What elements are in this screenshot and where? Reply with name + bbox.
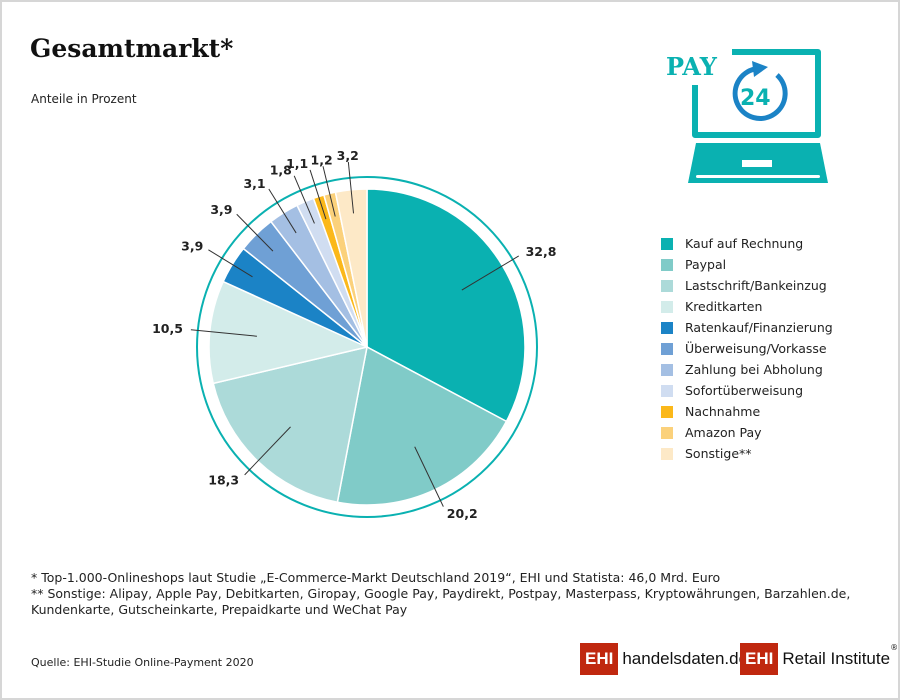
- legend-swatch: [661, 279, 673, 292]
- footnote-1: * Top-1.000-Onlineshops laut Studie „E-C…: [31, 570, 721, 585]
- data-label: 1,8: [270, 162, 292, 177]
- leader-line: [347, 161, 355, 214]
- legend-swatch: [661, 237, 673, 250]
- legend-swatch: [661, 300, 673, 313]
- legend-swatch: [661, 342, 673, 355]
- legend-item: Sonstige**: [661, 443, 833, 464]
- legend-label: Sonstige**: [685, 446, 752, 461]
- legend-item: Lastschrift/Bankeinzug: [661, 275, 833, 296]
- legend-swatch: [661, 363, 673, 376]
- data-label: 3,9: [181, 239, 203, 254]
- data-label: 10,5: [152, 321, 183, 336]
- legend-label: Kauf auf Rechnung: [685, 236, 804, 251]
- legend-label: Kreditkarten: [685, 299, 763, 314]
- footnote-2: ** Sonstige: Alipay, Apple Pay, Debitkar…: [31, 586, 851, 617]
- legend-item: Amazon Pay: [661, 422, 833, 443]
- leader-line: [293, 175, 315, 224]
- data-label: 3,9: [210, 202, 232, 217]
- legend-label: Paypal: [685, 257, 727, 272]
- handelsdaten-text: handelsdaten.de: [622, 649, 749, 668]
- legend-swatch: [661, 426, 673, 439]
- legend-label: Amazon Pay: [685, 425, 762, 440]
- svg-text:24: 24: [740, 86, 771, 111]
- legend-item: Kauf auf Rechnung: [661, 233, 833, 254]
- legend-label: Zahlung bei Abholung: [685, 362, 823, 377]
- legend-swatch: [661, 384, 673, 397]
- legend-swatch: [661, 258, 673, 271]
- footnotes: * Top-1.000-Onlineshops laut Studie „E-C…: [31, 570, 851, 618]
- ehi-retail-logo: EHI Retail Institute ®: [740, 643, 898, 675]
- leader-line: [190, 329, 257, 337]
- legend-label: Sofortüberweisung: [685, 383, 804, 398]
- legend-item: Zahlung bei Abholung: [661, 359, 833, 380]
- legend-item: Kreditkarten: [661, 296, 833, 317]
- data-label: 20,2: [447, 506, 478, 521]
- leader-line: [236, 213, 274, 252]
- legend-item: Paypal: [661, 254, 833, 275]
- legend-swatch: [661, 405, 673, 418]
- handelsdaten-logo: EHI handelsdaten.de: [580, 643, 748, 675]
- legend: Kauf auf Rechnung Paypal Lastschrift/Banke…: [661, 233, 833, 464]
- legend-label: Überweisung/Vorkasse: [685, 341, 827, 356]
- leader-line: [208, 249, 253, 278]
- legend-label: Ratenkauf/Finanzierung: [685, 320, 833, 335]
- legend-item: Ratenkauf/Finanzierung: [661, 317, 833, 338]
- retail-institute-text: Retail Institute: [782, 649, 891, 668]
- legend-item: Nachnahme: [661, 401, 833, 422]
- legend-item: Überweisung/Vorkasse: [661, 338, 833, 359]
- legend-label: Lastschrift/Bankeinzug: [685, 278, 827, 293]
- chart-title: Gesamtmarkt*: [30, 34, 234, 63]
- legend-item: Sofortüberweisung: [661, 380, 833, 401]
- data-label: 32,8: [526, 244, 557, 259]
- leader-line: [309, 169, 327, 220]
- data-label: 3,2: [337, 148, 359, 163]
- data-label: 1,1: [286, 156, 308, 171]
- legend-label: Nachnahme: [685, 404, 761, 419]
- leader-line: [268, 188, 297, 234]
- data-label: 1,2: [311, 152, 333, 167]
- data-label: 18,3: [208, 473, 239, 488]
- outer-ring: [196, 176, 538, 518]
- legend-swatch: [661, 447, 673, 460]
- data-label: 3,1: [243, 176, 265, 191]
- source-text: Quelle: EHI-Studie Online-Payment 2020: [31, 656, 254, 669]
- leader-line: [414, 446, 444, 507]
- ehi-mark: EHI: [740, 643, 779, 675]
- leader-line: [244, 426, 291, 476]
- pay24-logo-icon: PAY 24: [666, 49, 828, 183]
- leader-line: [322, 166, 336, 217]
- legend-swatch: [661, 321, 673, 334]
- registered-mark: ®: [890, 643, 899, 652]
- leader-line: [461, 255, 520, 291]
- svg-text:PAY: PAY: [666, 52, 718, 81]
- ehi-mark: EHI: [580, 643, 619, 675]
- chart-subtitle: Anteile in Prozent: [31, 92, 137, 106]
